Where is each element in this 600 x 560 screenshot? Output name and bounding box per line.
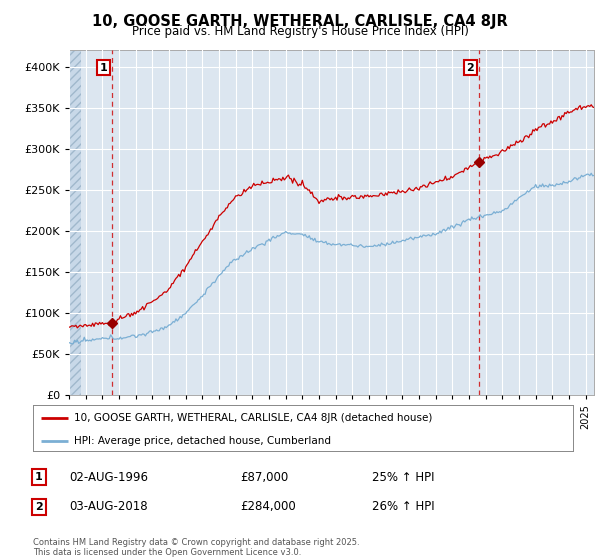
Text: HPI: Average price, detached house, Cumberland: HPI: Average price, detached house, Cumb…: [74, 436, 331, 446]
Text: 26% ↑ HPI: 26% ↑ HPI: [372, 500, 434, 514]
Text: 10, GOOSE GARTH, WETHERAL, CARLISLE, CA4 8JR: 10, GOOSE GARTH, WETHERAL, CARLISLE, CA4…: [92, 14, 508, 29]
Text: 1: 1: [35, 472, 43, 482]
Bar: [69, 50, 80, 395]
Text: 25% ↑ HPI: 25% ↑ HPI: [372, 470, 434, 484]
Text: 1: 1: [100, 63, 107, 73]
Text: 10, GOOSE GARTH, WETHERAL, CARLISLE, CA4 8JR (detached house): 10, GOOSE GARTH, WETHERAL, CARLISLE, CA4…: [74, 413, 432, 423]
Text: 03-AUG-2018: 03-AUG-2018: [69, 500, 148, 514]
Text: £87,000: £87,000: [240, 470, 288, 484]
Text: £284,000: £284,000: [240, 500, 296, 514]
Text: 2: 2: [35, 502, 43, 512]
Text: Contains HM Land Registry data © Crown copyright and database right 2025.
This d: Contains HM Land Registry data © Crown c…: [33, 538, 359, 557]
Text: Price paid vs. HM Land Registry's House Price Index (HPI): Price paid vs. HM Land Registry's House …: [131, 25, 469, 38]
Bar: [69, 50, 80, 395]
Text: 02-AUG-1996: 02-AUG-1996: [69, 470, 148, 484]
Text: 2: 2: [466, 63, 474, 73]
